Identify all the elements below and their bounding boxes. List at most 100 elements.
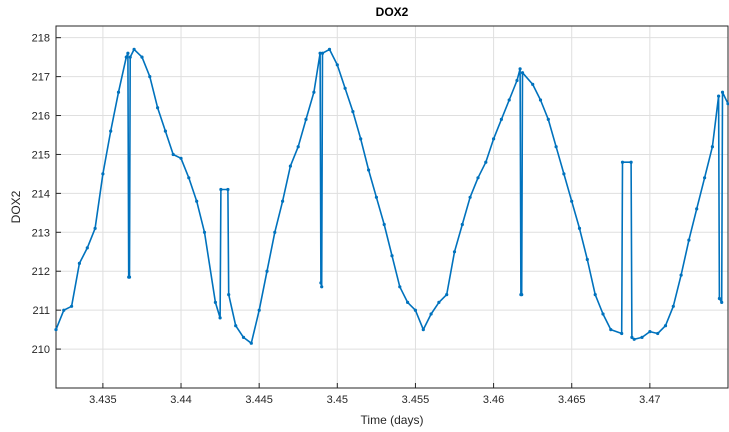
data-point <box>359 137 363 141</box>
data-point <box>726 102 729 106</box>
data-point <box>101 172 105 176</box>
data-point <box>390 254 394 258</box>
data-point <box>93 226 97 230</box>
data-point <box>640 335 644 339</box>
data-point <box>717 94 721 98</box>
data-point <box>546 117 550 121</box>
y-tick-label: 218 <box>32 33 50 45</box>
data-point <box>577 226 582 230</box>
data-point <box>671 304 675 308</box>
x-tick-label: 3.46 <box>483 394 504 406</box>
data-point <box>499 117 503 121</box>
data-point <box>304 117 308 121</box>
data-point <box>429 312 433 316</box>
data-point <box>695 207 699 211</box>
y-axis: 210 211 212 213 214 215 216 217 218 <box>32 33 61 356</box>
data-point <box>156 106 160 110</box>
data-point <box>632 337 636 341</box>
data-point <box>343 86 347 90</box>
data-point <box>140 55 144 59</box>
data-point <box>507 98 511 102</box>
data-point <box>687 238 691 242</box>
data-point <box>171 152 175 157</box>
data-point <box>520 293 524 297</box>
data-point <box>273 230 277 234</box>
data-point <box>413 308 417 312</box>
plot-area-frame <box>55 25 729 389</box>
data-point <box>265 269 269 273</box>
data-point <box>445 293 449 297</box>
data-point <box>296 145 300 149</box>
data-point <box>562 172 566 176</box>
data-point <box>124 55 128 59</box>
data-point <box>148 75 152 79</box>
data-point <box>663 324 668 328</box>
data-point <box>320 285 324 289</box>
data-point <box>620 160 625 164</box>
y-tick-label: 213 <box>32 227 50 239</box>
data-point <box>318 51 322 55</box>
data-point <box>518 67 522 71</box>
data-point <box>520 71 525 75</box>
data-point <box>620 331 624 336</box>
data-point <box>609 328 613 332</box>
data-point <box>320 51 325 55</box>
data-point <box>593 293 597 297</box>
data-point <box>227 293 231 297</box>
data-point <box>367 168 371 172</box>
data-point <box>538 98 543 102</box>
data-point <box>234 324 238 328</box>
x-tick-label: 3.455 <box>402 394 430 406</box>
data-point <box>421 328 425 332</box>
x-axis: 3.435 3.44 3.445 3.45 3.455 3.46 3.465 3.47 <box>89 383 661 406</box>
data-point <box>720 90 725 94</box>
data-point <box>720 300 724 304</box>
data-point <box>202 230 207 234</box>
data-point <box>249 341 253 345</box>
data-point <box>288 164 292 168</box>
data-point <box>77 261 81 265</box>
data-point <box>128 55 132 59</box>
data-point <box>116 90 121 94</box>
data-point <box>570 199 574 203</box>
data-point <box>312 90 316 94</box>
data-point <box>710 145 715 149</box>
data-point <box>132 47 136 52</box>
data-point <box>648 330 652 334</box>
data-point <box>179 156 183 160</box>
x-tick-label: 3.47 <box>639 394 660 406</box>
data-point <box>382 222 386 227</box>
y-tick-label: 215 <box>32 149 50 161</box>
series-layer <box>54 47 729 345</box>
data-point <box>281 199 285 203</box>
data-point <box>327 47 332 52</box>
data-point <box>187 176 191 180</box>
data-point <box>629 160 633 164</box>
data-point <box>468 195 472 199</box>
data-point <box>679 273 683 277</box>
data-point <box>351 110 355 114</box>
data-point <box>241 335 246 339</box>
data-point <box>703 176 707 180</box>
data-point <box>398 285 402 289</box>
data-point <box>127 275 132 279</box>
data-point <box>219 187 223 192</box>
data-point <box>484 160 488 164</box>
data-point <box>585 257 589 262</box>
data-point <box>226 187 230 192</box>
data-point <box>335 63 339 67</box>
data-point <box>126 51 130 55</box>
y-tick-label: 210 <box>32 344 50 356</box>
data-point <box>54 328 58 332</box>
y-tick-label: 212 <box>32 266 50 278</box>
x-tick-label: 3.465 <box>558 394 586 406</box>
data-point <box>85 246 89 250</box>
data-point <box>515 78 519 83</box>
x-tick-label: 3.45 <box>327 394 348 406</box>
y-axis-label: DOX2 <box>9 190 23 223</box>
data-point <box>374 195 378 199</box>
x-tick-label: 3.435 <box>89 394 117 406</box>
x-axis-label: Time (days) <box>361 413 424 427</box>
data-point <box>601 312 605 316</box>
